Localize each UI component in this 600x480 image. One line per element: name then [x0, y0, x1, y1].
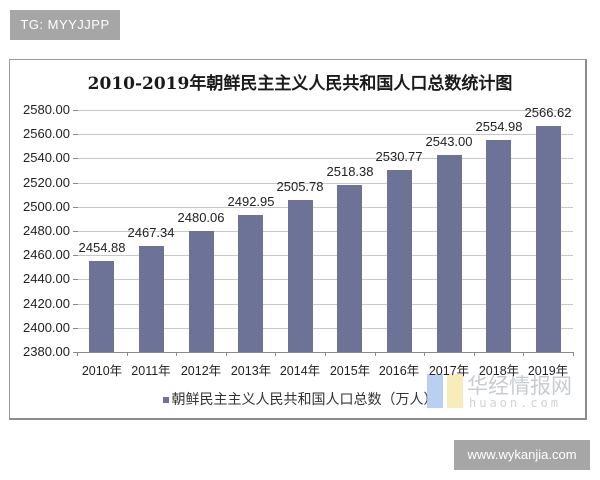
y-tick-label: 2460.00: [23, 247, 70, 263]
watermark-logo-yellow-icon: [447, 374, 463, 408]
x-tick-label: 2012年: [180, 364, 222, 378]
y-tick-label: 2400.00: [23, 319, 70, 335]
bottom-watermark-tag: www.wykanjia.com: [454, 440, 590, 470]
y-tick-mark: [73, 110, 78, 111]
y-tick-label: 2520.00: [23, 174, 70, 190]
y-tick-mark: [73, 134, 78, 135]
y-tick-mark: [73, 231, 78, 232]
x-tick-mark: [523, 352, 524, 356]
y-tick-label: 2480.00: [23, 223, 70, 238]
x-tick-label: 2014年: [279, 364, 321, 378]
y-tick-label: 2540.00: [23, 150, 70, 166]
bar: [238, 215, 263, 352]
gridline: [77, 231, 573, 232]
x-tick-label: 2011年: [131, 364, 171, 378]
watermark-en-text: huaon.com: [469, 396, 562, 410]
gridline: [77, 279, 573, 280]
x-tick-mark: [226, 352, 227, 356]
bar-value-label: 2518.38: [326, 164, 374, 179]
gridline: [77, 328, 573, 329]
bar: [387, 170, 412, 352]
top-watermark-tag: TG: MYYJJPP: [10, 10, 120, 40]
gridline: [77, 255, 573, 256]
bar-value-label: 2566.62: [524, 105, 572, 120]
y-tick-label: 2500.00: [23, 198, 70, 214]
bar-value-label: 2530.77: [375, 149, 423, 164]
bar-value-label: 2480.06: [177, 210, 225, 225]
x-tick-label: 2016年: [378, 364, 420, 378]
y-tick-mark: [73, 158, 78, 159]
y-tick-mark: [73, 207, 78, 208]
huaon-watermark: 华经情报网 huaon.com: [427, 370, 577, 412]
x-tick-mark: [325, 352, 326, 356]
x-tick-label: 2019年: [527, 364, 569, 378]
x-tick-mark: [176, 352, 177, 356]
bar: [437, 155, 462, 352]
bar-value-label: 2505.78: [276, 179, 324, 194]
gridline: [77, 183, 573, 184]
bar: [486, 140, 511, 352]
x-tick-label: 2017年: [428, 364, 470, 378]
y-tick-label: 2380.00: [23, 344, 70, 359]
gridline: [77, 304, 573, 305]
y-tick-mark: [73, 255, 78, 256]
y-tick-mark: [73, 304, 78, 305]
x-tick-label: 2010年: [81, 364, 123, 378]
x-tick-label: 2018年: [478, 364, 520, 378]
y-tick-label: 2440.00: [23, 271, 70, 287]
gridline: [77, 134, 573, 135]
bar-value-label: 2467.34: [127, 225, 175, 240]
x-tick-mark: [275, 352, 276, 356]
x-tick-label: 2015年: [329, 364, 371, 378]
bar: [89, 261, 114, 352]
x-tick-mark: [573, 352, 574, 356]
x-tick-mark: [474, 352, 475, 356]
y-tick-label: 2420.00: [23, 295, 70, 311]
x-tick-label: 2013年: [230, 364, 272, 378]
y-tick-label: 2560.00: [23, 126, 70, 142]
bar: [139, 246, 164, 352]
bar-value-label: 2543.00: [425, 134, 473, 149]
gridline: [77, 158, 573, 159]
watermark-cn-text: 华经情报网: [467, 374, 572, 398]
gridline: [77, 110, 573, 111]
x-tick-mark: [424, 352, 425, 356]
bar: [189, 231, 214, 352]
y-tick-mark: [73, 328, 78, 329]
gridline: [77, 207, 573, 208]
y-tick-mark: [73, 279, 78, 280]
legend-swatch-icon: [162, 397, 169, 403]
x-tick-mark: [375, 352, 376, 356]
bar-value-label: 2492.95: [227, 194, 275, 209]
y-tick-mark: [73, 352, 78, 353]
bar: [337, 185, 362, 352]
x-tick-mark: [127, 352, 128, 356]
y-tick-label: 2580.00: [23, 102, 70, 117]
chart-title: 2010-2019年朝鲜民主主义人民共和国人口总数统计图: [87, 74, 513, 94]
bar: [536, 126, 561, 352]
bar: [288, 200, 313, 352]
legend-label: 朝鲜民主主义人民共和国人口总数（万人）: [171, 392, 438, 408]
bar-value-label: 2554.98: [475, 119, 523, 134]
chart-legend: 朝鲜民主主义人民共和国人口总数（万人）: [0, 389, 600, 409]
watermark-logo-blue-icon: [427, 374, 443, 408]
x-tick-mark: [77, 352, 78, 356]
bar-value-label: 2454.88: [78, 240, 126, 255]
y-tick-mark: [73, 183, 78, 184]
